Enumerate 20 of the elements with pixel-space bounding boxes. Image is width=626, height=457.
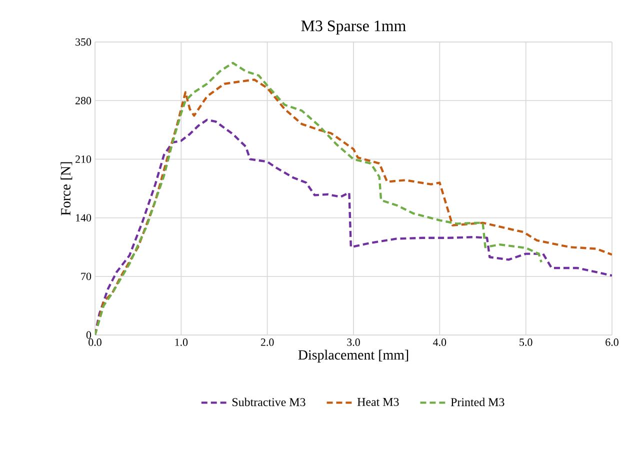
x-tick-label: 1.0 — [175, 338, 188, 346]
x-tick-label: 2.0 — [260, 338, 274, 346]
y-axis-title: Force [N] — [60, 162, 72, 216]
x-tick-label: 6.0 — [606, 338, 618, 346]
legend-label: Subtractive M3 — [232, 398, 306, 406]
y-tick-label: 0 — [86, 331, 92, 339]
x-axis-title: Displacement [mm] — [298, 350, 408, 362]
chart-title: M3 Sparse 1mm — [301, 20, 406, 34]
line-series — [95, 62, 542, 335]
y-tick-label: 280 — [76, 96, 92, 104]
legend-label: Printed M3 — [450, 398, 504, 406]
x-tick-label: 4.0 — [433, 338, 446, 346]
x-tick-label: 5.0 — [520, 338, 532, 346]
y-tick-label: 140 — [76, 214, 92, 222]
y-tick-label: 350 — [76, 38, 92, 46]
x-tick-label: 0.0 — [88, 338, 102, 346]
y-tick-label: 70 — [81, 272, 92, 280]
x-tick-label: 3.0 — [347, 338, 360, 346]
legend-label: Heat M3 — [357, 398, 399, 406]
y-tick-label: 210 — [76, 156, 92, 163]
